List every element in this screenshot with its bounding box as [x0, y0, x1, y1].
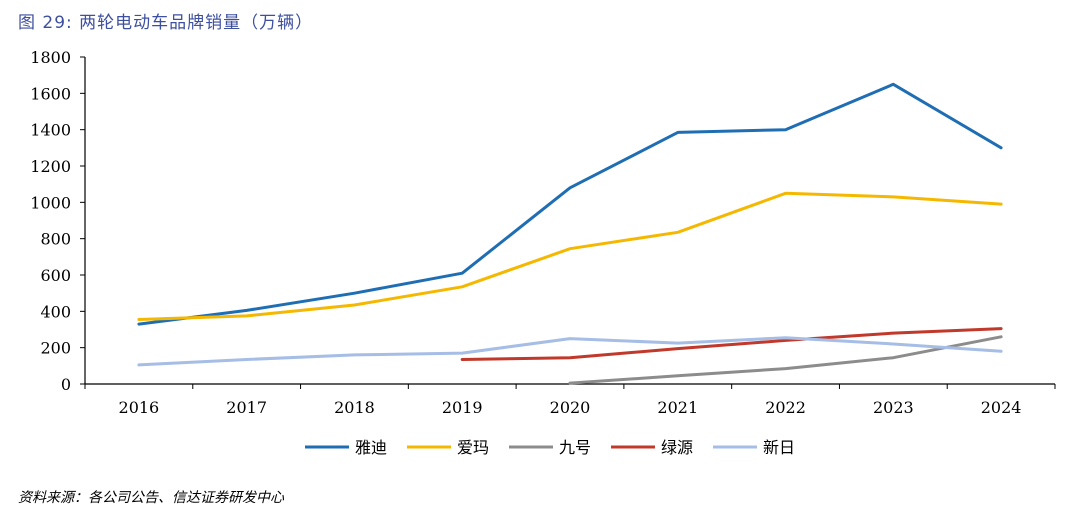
- x-tick-label: 2016: [119, 398, 160, 417]
- legend-label: 新日: [763, 438, 795, 457]
- x-tick-label: 2020: [550, 398, 591, 417]
- y-tick-label: 400: [40, 302, 71, 321]
- y-tick-label: 800: [40, 230, 71, 249]
- axes: [84, 57, 1055, 385]
- y-tick-label: 1800: [30, 48, 71, 67]
- series-lines: [137, 82, 1003, 385]
- y-tick-label: 1200: [30, 157, 71, 176]
- legend-label: 九号: [559, 438, 591, 457]
- series-line: [137, 336, 1003, 367]
- legend-label: 雅迪: [355, 438, 387, 457]
- y-tick-label: 0: [61, 375, 71, 394]
- y-tick-label: 1000: [30, 193, 71, 212]
- x-tick-label: 2019: [442, 398, 483, 417]
- x-tick-label: 2018: [334, 398, 375, 417]
- x-tick-label: 2024: [981, 398, 1022, 417]
- y-axis-ticks: 0 200 400 600 800 1000 1200 1400 1600 1800: [30, 48, 85, 394]
- x-tick-label: 2021: [657, 398, 698, 417]
- legend-label: 绿源: [661, 438, 693, 457]
- series-line: [568, 335, 1003, 385]
- x-tick-label: 2023: [873, 398, 914, 417]
- legend-label: 爱玛: [457, 438, 489, 457]
- source-note: 资料来源：各公司公告、信达证券研发中心: [18, 490, 284, 506]
- legend: 雅迪 爱玛 九号 绿源 新日: [305, 438, 795, 457]
- y-tick-label: 1400: [30, 121, 71, 140]
- series-line: [137, 191, 1003, 321]
- x-tick-label: 2022: [765, 398, 806, 417]
- x-tick-label: 2017: [226, 398, 267, 417]
- figure-title: 图 29: 两轮电动车品牌销量（万辆）: [18, 13, 314, 33]
- y-tick-label: 1600: [30, 84, 71, 103]
- series-line: [460, 327, 1003, 361]
- y-tick-label: 200: [40, 339, 71, 358]
- x-axis-ticks: 2016 2017 2018 2019 2020 2021 2022 2023 2024: [84, 384, 1056, 417]
- series-line: [137, 82, 1003, 326]
- y-tick-label: 600: [40, 266, 71, 285]
